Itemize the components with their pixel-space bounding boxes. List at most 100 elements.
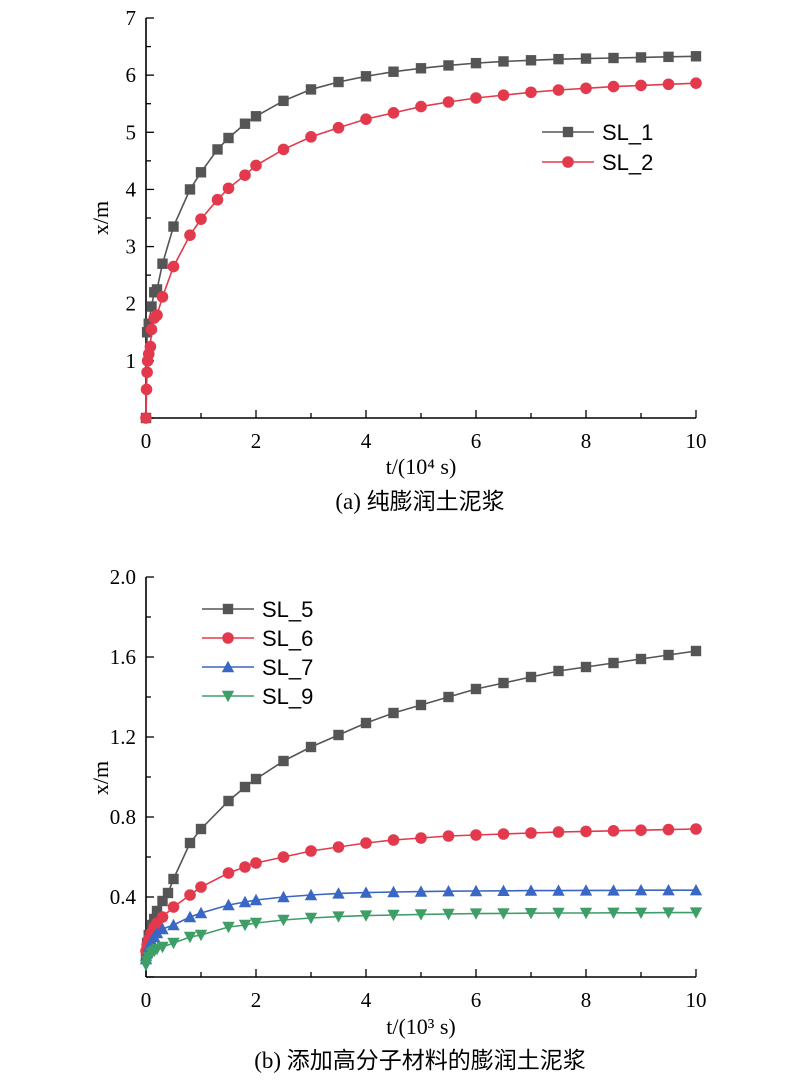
data-point — [497, 908, 510, 920]
data-point — [360, 71, 372, 82]
y-tick-label: 5 — [126, 120, 137, 144]
data-point — [525, 55, 537, 66]
data-point — [525, 671, 537, 683]
legend-b: SL_5 SL_6 SL_7 SL_9 — [202, 597, 313, 709]
data-point — [635, 52, 647, 63]
data-point — [168, 221, 179, 232]
data-point — [525, 86, 537, 99]
panel-b-chart: 0 2 4 6 8 100.40.81.21.62.0 SL_5SL_6SL_7SL_9 … — [88, 565, 707, 1073]
data-point — [690, 77, 702, 89]
data-point — [184, 837, 196, 849]
legend-label: SL_6 — [262, 626, 313, 651]
data-point — [387, 909, 400, 922]
data-point — [304, 912, 318, 925]
legend-marker — [562, 126, 574, 138]
data-point — [689, 907, 703, 919]
legend-label: SL_2 — [602, 150, 653, 175]
data-point — [250, 111, 262, 122]
data-point — [157, 895, 168, 907]
data-point — [250, 857, 262, 869]
data-point — [690, 645, 702, 657]
y-tick-label: 0.4 — [110, 885, 137, 909]
x-tick-label: 6 — [471, 429, 482, 453]
data-point — [662, 907, 675, 919]
legend-label: SL_1 — [602, 120, 653, 145]
data-point — [184, 184, 196, 195]
y-axis-title-a: x/m — [88, 201, 113, 235]
data-point — [442, 96, 455, 108]
data-point — [156, 941, 169, 954]
series-sl-1 — [140, 51, 702, 424]
data-point — [184, 889, 196, 901]
series-b — [139, 645, 703, 972]
data-point — [524, 908, 538, 920]
data-point — [278, 755, 289, 767]
series-sl-9 — [139, 907, 703, 972]
data-point — [183, 910, 197, 923]
data-point — [167, 901, 180, 913]
legend-entry: SL_5 — [202, 597, 313, 622]
data-point — [249, 917, 263, 930]
data-point — [277, 143, 290, 156]
data-point — [167, 918, 180, 931]
data-point — [553, 53, 564, 65]
data-point — [470, 92, 482, 104]
data-point — [305, 131, 317, 143]
ticks-b: 0 2 4 6 8 10 0.4 0.8 1.2 1.6 2.0 — [110, 565, 707, 1012]
legend-a: SL_1 SL_2 — [542, 120, 653, 175]
data-point — [552, 826, 565, 838]
x-tick-label: 10 — [686, 988, 707, 1012]
data-point — [222, 867, 235, 879]
data-point — [442, 885, 455, 897]
y-tick-label: 2.0 — [110, 565, 136, 589]
data-point — [579, 884, 593, 896]
data-point — [689, 884, 703, 896]
data-point — [469, 908, 483, 920]
data-point — [151, 309, 163, 321]
legend-marker — [221, 660, 235, 673]
data-point — [195, 213, 207, 225]
data-point — [607, 80, 620, 93]
data-point — [156, 911, 169, 923]
data-point — [194, 906, 208, 919]
data-point — [608, 657, 619, 669]
data-point — [607, 884, 620, 896]
data-point — [663, 51, 674, 63]
data-point — [144, 340, 157, 353]
data-point — [195, 881, 207, 893]
legend-label: SL_9 — [262, 684, 313, 709]
data-point — [162, 887, 174, 899]
data-point — [277, 914, 290, 927]
caption-a: (a) 纯膨润土泥浆 — [335, 489, 504, 514]
data-point — [222, 182, 235, 195]
data-point — [167, 260, 180, 273]
y-tick-label: 1.6 — [110, 645, 136, 669]
data-point — [635, 824, 647, 836]
legend-marker — [222, 632, 234, 644]
data-point — [333, 76, 344, 88]
data-point — [524, 884, 538, 896]
data-point — [157, 258, 168, 269]
x-axis-title-b: t/(10³ s) — [386, 1014, 456, 1039]
data-point — [238, 895, 252, 908]
data-point — [497, 884, 510, 896]
data-point — [250, 159, 262, 172]
data-point — [278, 95, 289, 107]
data-point — [239, 781, 251, 793]
data-point — [140, 383, 153, 396]
data-point — [470, 683, 482, 695]
data-point — [250, 773, 262, 785]
series-sl-7 — [139, 884, 703, 965]
data-point — [553, 665, 564, 677]
data-point — [222, 921, 235, 934]
data-point — [580, 661, 592, 673]
data-point — [140, 412, 152, 424]
data-point — [443, 691, 454, 703]
x-tick-label: 4 — [361, 429, 372, 453]
data-point — [662, 823, 675, 836]
data-point — [277, 890, 290, 903]
data-point — [277, 851, 290, 863]
data-point — [498, 677, 509, 689]
legend-entry: SL_1 — [542, 120, 653, 145]
